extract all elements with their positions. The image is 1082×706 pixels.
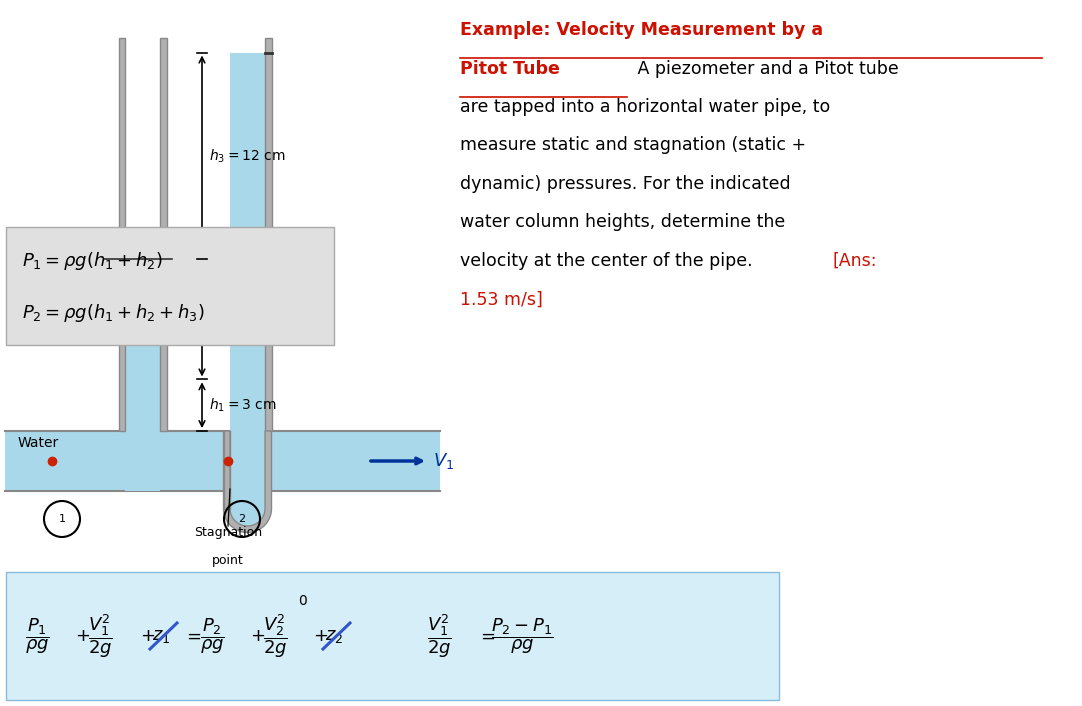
Text: $\dfrac{P_2}{\rho g}$: $\dfrac{P_2}{\rho g}$ [200,616,225,656]
Polygon shape [224,431,272,532]
Text: $0$: $0$ [298,594,307,608]
Text: $P_1 = \rho g(h_1 + h_2)$: $P_1 = \rho g(h_1 + h_2)$ [22,250,162,272]
Text: $\dfrac{P_2 - P_1}{\rho g}$: $\dfrac{P_2 - P_1}{\rho g}$ [491,616,554,656]
Text: Pitot Tube: Pitot Tube [460,59,559,78]
Text: velocity at the center of the pipe.: velocity at the center of the pipe. [460,252,758,270]
Text: $+$: $+$ [75,627,90,645]
Text: 1.53 m/s]: 1.53 m/s] [460,290,543,309]
Text: $h_3 = 12$ cm: $h_3 = 12$ cm [209,147,286,164]
Text: $\dfrac{V_1^2}{2g}$: $\dfrac{V_1^2}{2g}$ [88,612,113,660]
Text: $\dfrac{V_2^2}{2g}$: $\dfrac{V_2^2}{2g}$ [263,612,288,660]
Text: 2: 2 [238,514,246,524]
Text: A piezometer and a Pitot tube: A piezometer and a Pitot tube [632,59,899,78]
Text: $\dfrac{P_1}{\rho g}$: $\dfrac{P_1}{\rho g}$ [25,616,50,656]
Bar [160,37,167,431]
Text: Example: Velocity Measurement by a: Example: Velocity Measurement by a [460,21,823,39]
Text: water column heights, determine the: water column heights, determine the [460,213,786,232]
Text: point: point [212,554,243,567]
Text: $+$: $+$ [313,627,328,645]
Text: $z_1$: $z_1$ [151,627,170,645]
Text: $+$: $+$ [140,627,155,645]
Text: $h_2 = 7$ cm: $h_2 = 7$ cm [209,311,277,328]
Bar [5,431,440,491]
Text: $V_1$: $V_1$ [433,451,454,471]
Bar [265,37,272,431]
Text: $h_1 = 3$ cm: $h_1 = 3$ cm [209,397,277,414]
Text: Water: Water [18,436,60,450]
FancyBboxPatch shape [6,572,779,700]
Text: dynamic) pressures. For the indicated: dynamic) pressures. For the indicated [460,175,791,193]
FancyBboxPatch shape [6,227,334,345]
Text: 1: 1 [58,514,66,524]
Text: $\dfrac{V_1^2}{2g}$: $\dfrac{V_1^2}{2g}$ [427,612,452,660]
Polygon shape [230,431,265,526]
Text: $=$: $=$ [477,627,496,645]
Text: [Ans:: [Ans: [832,252,876,270]
Text: $+$: $+$ [250,627,265,645]
Text: $P_2 = \rho g(h_1 + h_2 + h_3)$: $P_2 = \rho g(h_1 + h_2 + h_3)$ [22,302,204,325]
Text: $z_2$: $z_2$ [325,627,343,645]
Bar [126,259,160,491]
Text: Stagnation: Stagnation [194,526,262,539]
Text: are tapped into a horizontal water pipe, to: are tapped into a horizontal water pipe,… [460,98,830,116]
Bar [230,53,265,431]
Text: measure static and stagnation (static +: measure static and stagnation (static + [460,136,806,155]
Text: $=$: $=$ [183,627,201,645]
Bar [119,37,126,431]
